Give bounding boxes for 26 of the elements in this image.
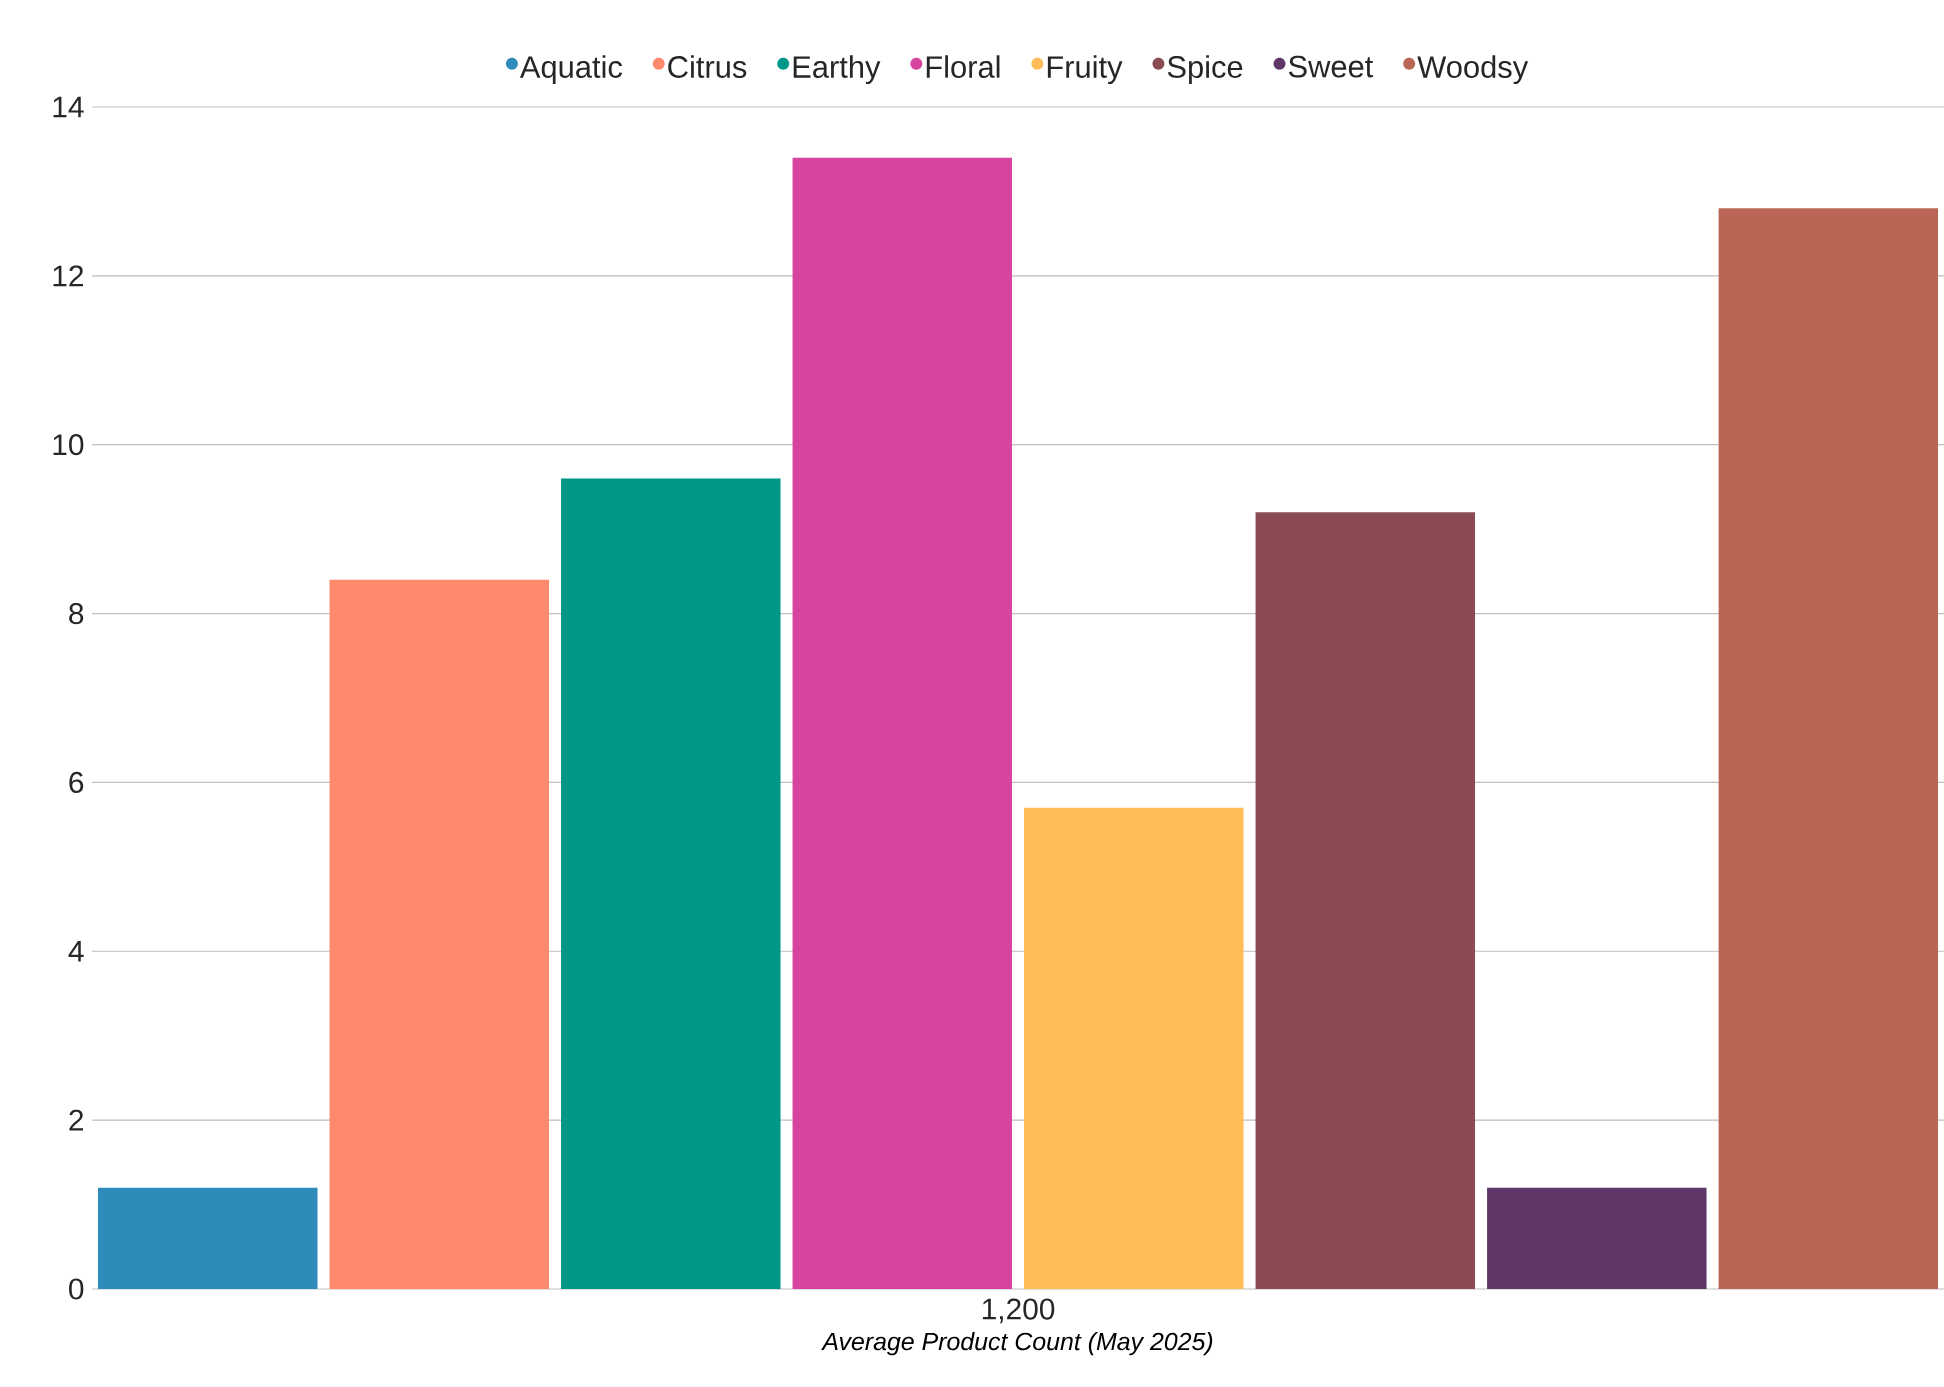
bar [1024, 807, 1244, 1289]
bar [792, 157, 1013, 1289]
legend-label: Fruity [1047, 55, 1123, 85]
bar [1487, 1187, 1707, 1289]
x-axis-title: Average Product Count (May 2025) [821, 1332, 1213, 1356]
legend-label: Woodsy [1417, 55, 1529, 85]
y-tick-label: 6 [69, 771, 84, 793]
legend-label: Spice [1167, 55, 1243, 85]
legend-label: Earthy [793, 55, 881, 85]
y-tick-label: 4 [68, 940, 84, 962]
bar [329, 579, 549, 1289]
y-tick-label: 0 [69, 1278, 84, 1300]
bar [1255, 512, 1476, 1289]
y-tick-label: 8 [69, 602, 84, 625]
y-tick-label: 10 [53, 434, 84, 456]
y-tick-label: 12 [53, 265, 83, 287]
legend-label: Aquatic [519, 55, 623, 85]
bar [98, 1187, 318, 1289]
legend-label: Sweet [1288, 55, 1374, 78]
bar [561, 478, 781, 1289]
legend-label: Citrus [668, 55, 747, 78]
x-tick-label: 1,200 [982, 1298, 1055, 1324]
y-tick-label: 14 [53, 96, 84, 118]
bar [1718, 208, 1939, 1289]
y-tick-label: 2 [69, 1109, 84, 1131]
legend-label: Floral [926, 55, 1000, 78]
